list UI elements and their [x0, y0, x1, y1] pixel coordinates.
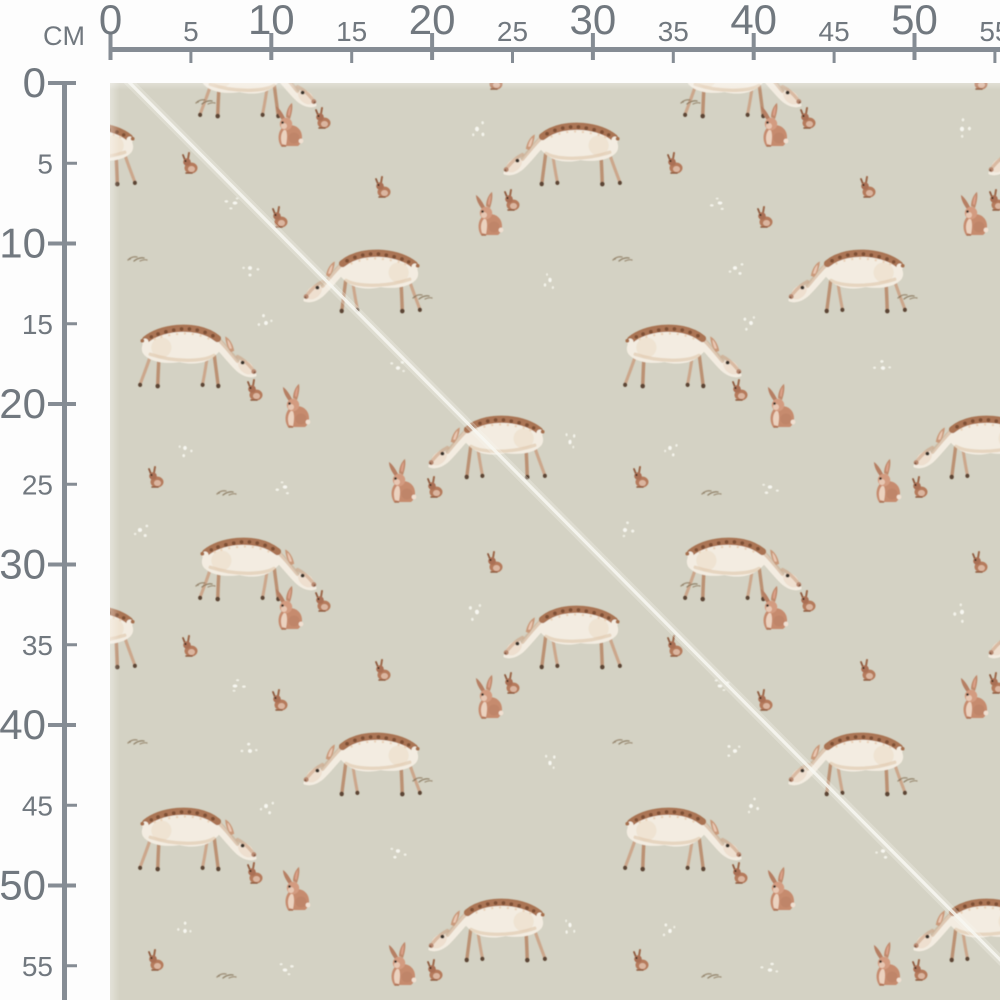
top-ruler-label: 40	[730, 0, 777, 43]
fold-line	[127, 83, 1000, 962]
top-ruler-minor-tick	[511, 52, 514, 63]
left-ruler-label: 30	[0, 541, 46, 588]
left-ruler-minor-tick	[67, 482, 77, 486]
top-ruler-major-tick	[751, 33, 756, 60]
top-ruler-minor-tick	[671, 52, 675, 63]
fabric-left-edge-highlight	[110, 83, 120, 1000]
top-ruler-label: 15	[336, 16, 367, 47]
left-ruler-label: 40	[0, 701, 46, 748]
left-ruler-major-tick	[48, 562, 76, 567]
left-ruler-label: 0	[23, 59, 46, 106]
top-ruler-label: 35	[658, 16, 689, 47]
grass-tuft-motif	[702, 8, 721, 12]
left-ruler-label: 55	[22, 951, 53, 982]
left-ruler-label: 25	[22, 469, 53, 500]
top-ruler-minor-tick	[832, 52, 836, 63]
left-ruler-major-tick	[48, 883, 76, 888]
left-ruler-minor-tick	[67, 964, 77, 968]
left-ruler-label: 5	[37, 148, 53, 179]
top-ruler-label: 45	[819, 16, 850, 47]
left-ruler-minor-tick	[67, 161, 77, 165]
white-dots-motif	[0, 120, 1, 141]
top-ruler-label: 30	[570, 0, 617, 43]
left-ruler-cm: 0 5 10 15 20 25 30 35 40 45 50 55	[0, 59, 77, 1000]
top-ruler-label: 50	[891, 0, 938, 43]
top-ruler-label: 25	[497, 16, 528, 47]
small-rabbit-motif	[3, 69, 18, 90]
fabric-top-edge-highlight	[110, 83, 1000, 90]
left-ruler-label: 45	[22, 790, 53, 821]
top-ruler-minor-tick	[350, 52, 354, 63]
top-ruler-label: 0	[99, 0, 122, 43]
small-rabbit-motif	[20, 190, 35, 211]
top-ruler-label: 10	[248, 0, 295, 43]
white-dots-motif	[614, 38, 633, 56]
top-ruler-cm: 0 5 10 15 20 25 30 35 40 45 50 55	[99, 0, 1000, 63]
small-rabbit-motif	[20, 673, 35, 694]
left-ruler-major-tick	[48, 241, 76, 246]
left-ruler-major-tick	[48, 402, 76, 406]
left-ruler-minor-tick	[67, 643, 77, 647]
top-ruler-major-tick	[108, 33, 113, 60]
left-ruler-major-tick	[48, 723, 76, 727]
small-rabbit-motif	[634, 0, 649, 5]
small-rabbit-motif	[149, 0, 164, 5]
top-ruler-minor-tick	[993, 52, 997, 63]
left-ruler-label: 50	[0, 862, 46, 909]
unit-label: CM	[43, 21, 85, 51]
top-ruler-minor-tick	[189, 52, 193, 63]
left-ruler-minor-tick	[67, 803, 77, 807]
white-dots-motif	[79, 431, 93, 452]
left-ruler-label: 35	[22, 630, 53, 661]
grass-tuft-motif	[217, 8, 236, 12]
top-ruler-major-tick	[430, 33, 435, 60]
top-ruler-label: 5	[183, 16, 199, 47]
top-ruler-label: 55	[979, 16, 1000, 47]
left-ruler-major-tick	[48, 81, 76, 85]
top-ruler-label: 20	[409, 0, 456, 43]
top-ruler-bar	[110, 47, 1000, 52]
top-ruler-major-tick	[912, 33, 917, 60]
left-ruler-label: 20	[0, 380, 46, 427]
left-ruler-minor-tick	[67, 322, 77, 326]
left-ruler-bar	[62, 83, 67, 1000]
left-ruler-label: 15	[22, 309, 53, 340]
top-ruler-major-tick	[590, 33, 595, 60]
white-dots-motif	[77, 915, 90, 936]
left-ruler-label: 10	[0, 220, 46, 267]
top-ruler-major-tick	[269, 33, 274, 60]
